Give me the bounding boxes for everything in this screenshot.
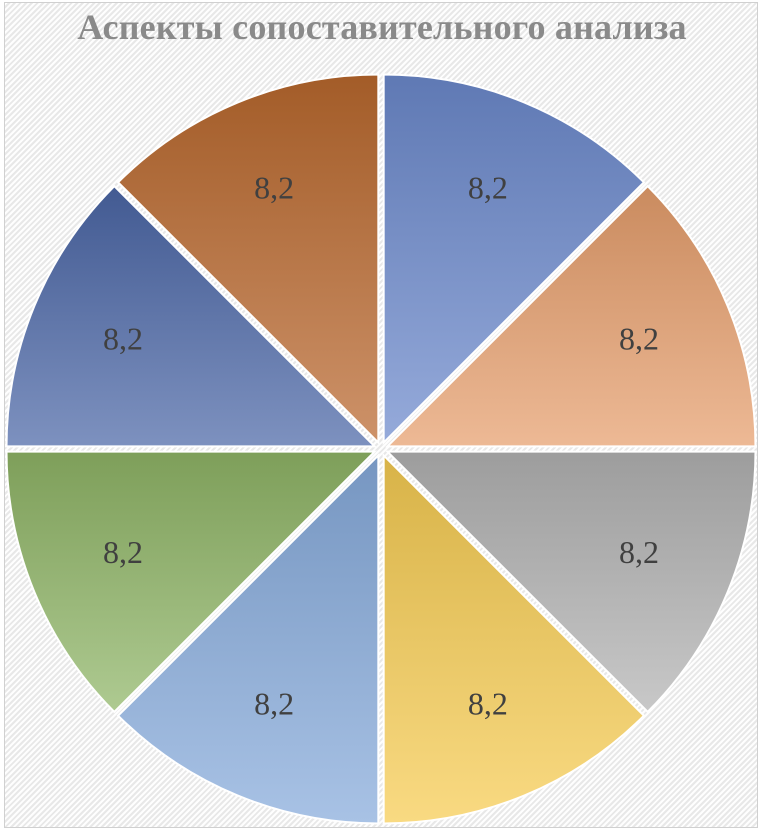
data-label-1: 8,2 [468,169,508,205]
pie-slice-7 [5,184,377,448]
data-label-5: 8,2 [254,685,294,721]
data-label-8: 8,2 [254,169,294,205]
data-label-4: 8,2 [468,685,508,721]
data-label-2: 8,2 [619,320,659,356]
pie-slice-8 [116,73,380,445]
pie-slice-1 [382,73,646,445]
data-label-6: 8,2 [103,534,143,570]
pie-slice-4 [382,453,646,825]
data-label-3: 8,2 [619,534,659,570]
pie-slice-6 [5,450,377,714]
chart-title: Аспекты сопоставительного анализа [77,7,687,47]
pie-slice-2 [385,184,757,448]
data-label-7: 8,2 [103,320,143,356]
pie-data-labels: 8,2 8,2 8,2 8,2 8,2 8,2 8,2 8,2 [103,169,659,721]
pie-slice-3 [385,450,757,714]
pie-slice-5 [116,453,380,825]
pie-slices [5,73,757,825]
